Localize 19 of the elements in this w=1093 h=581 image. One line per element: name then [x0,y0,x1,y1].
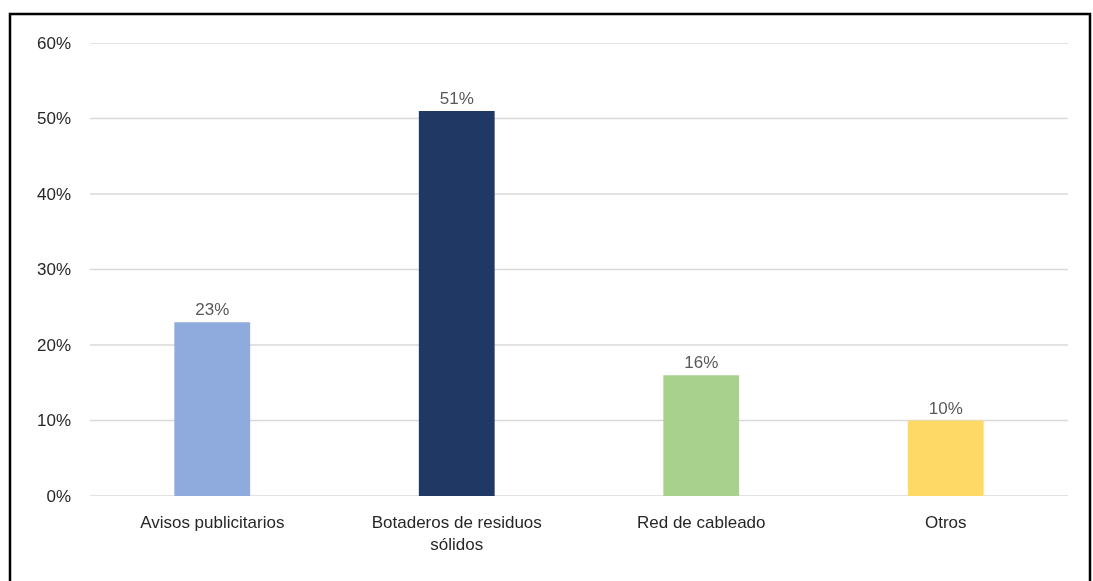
bar [418,110,495,496]
y-tick-label: 10% [36,411,71,431]
y-tick-label: 0% [46,486,71,506]
x-tick-label: Avisos publicitarios [140,513,285,532]
y-tick-label: 60% [36,33,71,53]
data-label: 10% [928,398,963,418]
data-label: 51% [439,88,474,108]
bar [663,375,740,496]
y-tick-label: 50% [36,109,71,129]
bar [907,420,984,496]
y-tick-label: 20% [36,335,71,355]
data-label: 16% [684,353,719,373]
bar [174,322,251,496]
x-tick-label: Otros [924,513,967,532]
x-tick-label: Red de cableado [636,513,766,532]
y-tick-label: 30% [36,260,71,280]
x-tick-label: Botaderos de residuos sólidos [371,513,542,555]
y-tick-label: 40% [36,184,71,204]
data-label: 23% [195,300,230,320]
